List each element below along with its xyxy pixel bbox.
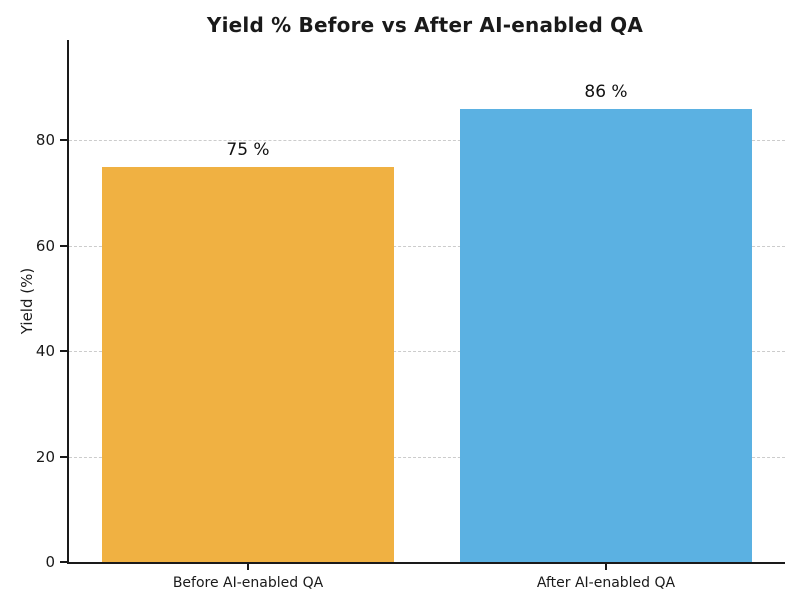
y-tick-label-80: 80 — [35, 131, 55, 150]
bar-value-label-before-ai-enabled-qa: 75 % — [226, 139, 270, 160]
y-tick-mark-20 — [60, 455, 67, 458]
bar-after-ai-enabled-qa — [460, 108, 752, 562]
gridline-y-40 — [69, 351, 785, 353]
x-tick-label-before-ai-enabled-qa: Before AI-enabled QA — [172, 575, 324, 591]
x-tick-mark-after-ai-enabled-qa — [605, 562, 607, 570]
plot-area: 0 20 40 60 80 Before AI-enabled QA After AI-e… — [36, 40, 785, 591]
bar-before-ai-enabled-qa — [102, 166, 394, 562]
gridline-y-80 — [69, 140, 785, 142]
chart-title: Yield % Before vs After AI-enabled QA — [206, 13, 644, 37]
bar-value-label-after-ai-enabled-qa: 86 % — [584, 81, 628, 102]
y-tick-label-40: 40 — [35, 342, 55, 361]
y-tick-mark-80 — [60, 139, 67, 142]
y-tick-mark-60 — [60, 244, 67, 247]
y-tick-mark-0 — [60, 561, 67, 563]
gridline-y-60 — [69, 245, 785, 247]
x-tick-label-after-ai-enabled-qa: After AI-enabled QA — [536, 575, 676, 591]
x-tick-mark-before-ai-enabled-qa — [247, 562, 249, 570]
y-tick-label-60: 60 — [35, 236, 55, 255]
y-tick-mark-40 — [60, 350, 67, 353]
y-tick-label-0: 0 — [45, 553, 55, 571]
y-tick-label-20: 20 — [35, 447, 55, 466]
y-axis-label: Yield (%) — [18, 267, 36, 335]
gridline-y-20 — [69, 456, 785, 458]
